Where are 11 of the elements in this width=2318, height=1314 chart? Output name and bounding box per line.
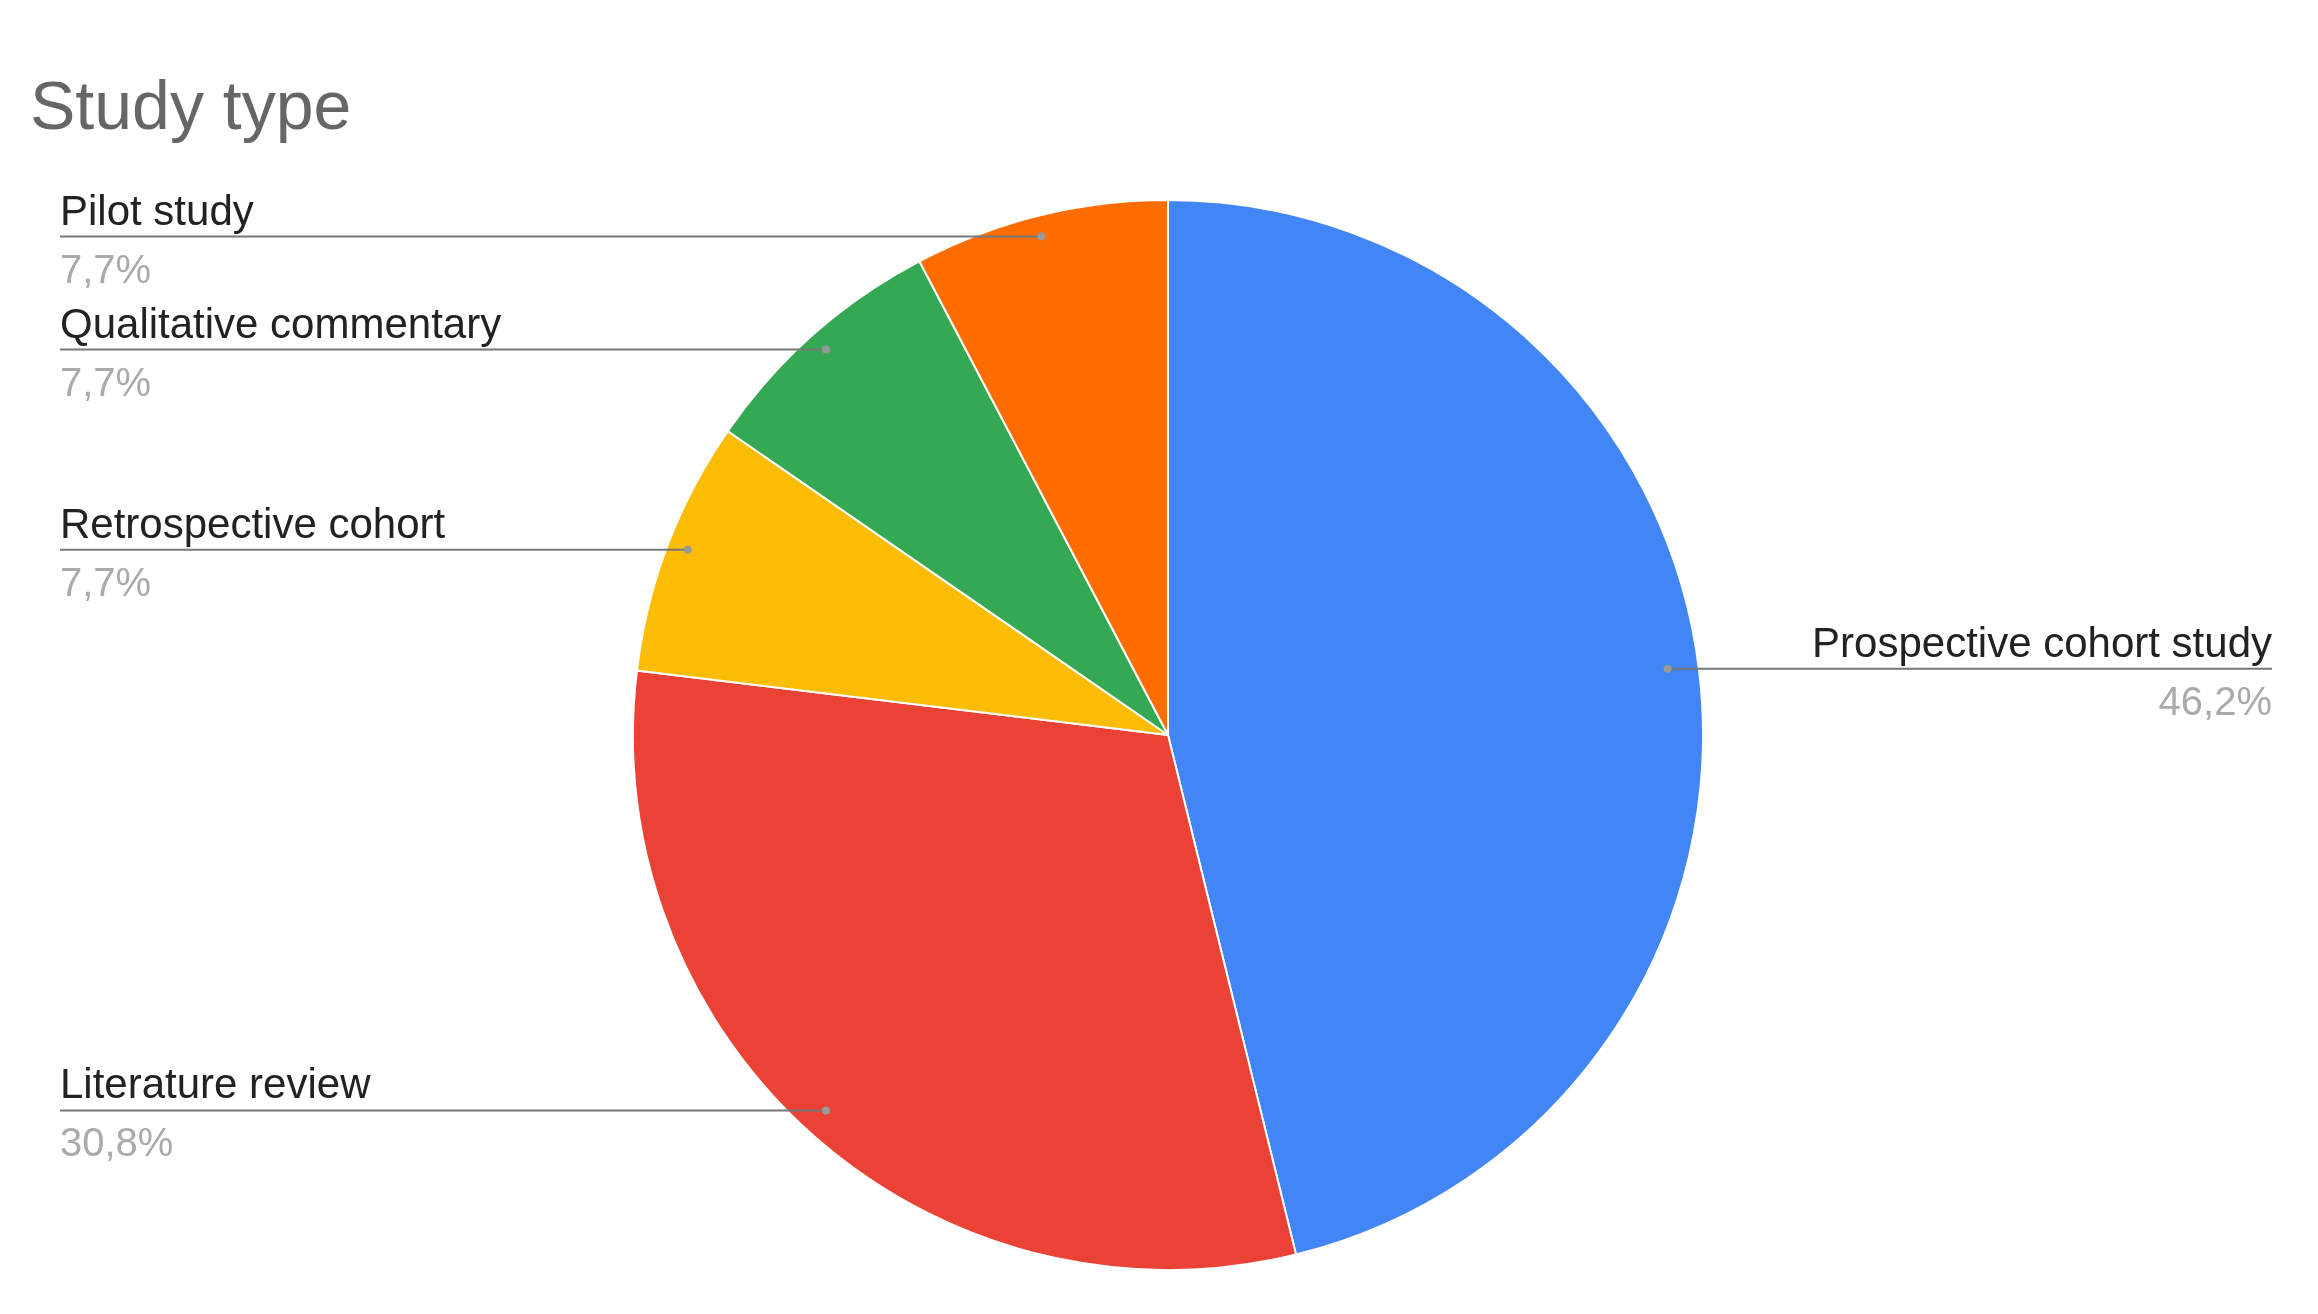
data-label: 7,7% — [60, 359, 152, 404]
data-label: 7,7% — [60, 559, 152, 604]
data-label: 7,7% — [60, 246, 152, 291]
slice-label: Qualitative commentary — [60, 299, 502, 347]
slice-label: Pilot study — [60, 186, 254, 234]
slice-label: Literature review — [60, 1060, 372, 1108]
chart-title: Study type — [30, 66, 352, 144]
slice-label: Retrospective cohort — [60, 499, 446, 547]
data-label: 46,2% — [2158, 678, 2272, 723]
data-label: 30,8% — [60, 1120, 174, 1165]
slice-label: Prospective cohort study — [1812, 618, 2272, 666]
